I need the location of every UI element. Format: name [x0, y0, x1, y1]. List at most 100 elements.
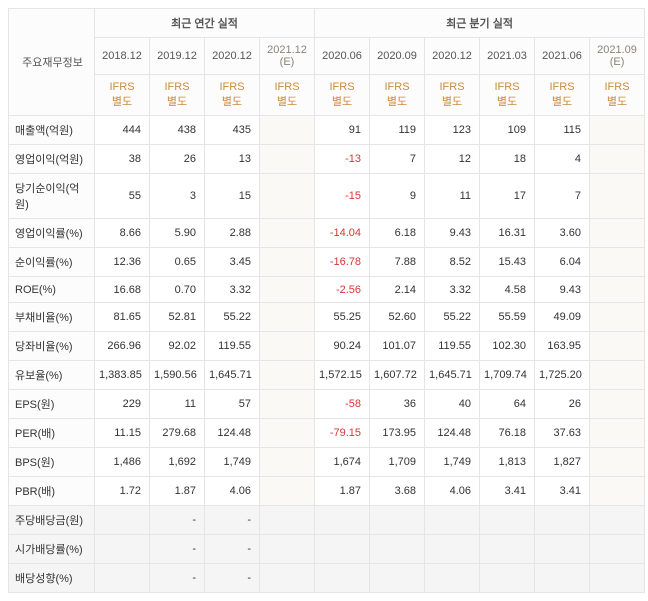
- cell: 1,383.85: [95, 361, 150, 390]
- row-label: PER(배): [9, 419, 95, 448]
- cell: 40: [425, 390, 480, 419]
- period-header: 2019.12: [150, 38, 205, 75]
- cell: 11: [425, 174, 480, 219]
- row-label: EPS(원): [9, 390, 95, 419]
- cell: 1,572.15: [315, 361, 370, 390]
- row-label: BPS(원): [9, 448, 95, 477]
- row-label: 유보율(%): [9, 361, 95, 390]
- cell: [535, 564, 590, 593]
- cell: [260, 535, 315, 564]
- cell: [260, 332, 315, 361]
- cell: 1,813: [480, 448, 535, 477]
- cell: 26: [535, 390, 590, 419]
- cell: 1,709: [370, 448, 425, 477]
- table-row: PBR(배)1.721.874.061.873.684.063.413.41: [9, 477, 645, 506]
- cell: [315, 506, 370, 535]
- row-label: ROE(%): [9, 277, 95, 303]
- cell: [260, 116, 315, 145]
- table-row: ROE(%)16.680.703.32-2.562.143.324.589.43: [9, 277, 645, 303]
- cell: 0.65: [150, 248, 205, 277]
- cell: 1,725.20: [535, 361, 590, 390]
- cell: [260, 390, 315, 419]
- cell: 115: [535, 116, 590, 145]
- table-row: EPS(원)2291157-5836406426: [9, 390, 645, 419]
- cell: 13: [205, 145, 260, 174]
- cell: 7: [535, 174, 590, 219]
- cell: 438: [150, 116, 205, 145]
- cell: 3.45: [205, 248, 260, 277]
- row-label: 배당성향(%): [9, 564, 95, 593]
- cell: 11.15: [95, 419, 150, 448]
- cell: 38: [95, 145, 150, 174]
- ifrs-header: IFRS별도: [260, 75, 315, 116]
- cell: -2.56: [315, 277, 370, 303]
- period-header: 2021.03: [480, 38, 535, 75]
- cell: -: [205, 506, 260, 535]
- ifrs-header: IFRS별도: [205, 75, 260, 116]
- cell: 3.32: [425, 277, 480, 303]
- cell: 9.43: [535, 277, 590, 303]
- metric-header: 주요재무정보: [9, 9, 95, 116]
- cell: 3.41: [535, 477, 590, 506]
- cell: 173.95: [370, 419, 425, 448]
- period-header: 2021.06: [535, 38, 590, 75]
- cell: -: [150, 564, 205, 593]
- cell: 1,692: [150, 448, 205, 477]
- cell: 1.87: [150, 477, 205, 506]
- cell: -13: [315, 145, 370, 174]
- cell: 9: [370, 174, 425, 219]
- ifrs-header: IFRS별도: [150, 75, 205, 116]
- ifrs-header: IFRS별도: [95, 75, 150, 116]
- cell: [590, 535, 645, 564]
- row-label: 주당배당금(원): [9, 506, 95, 535]
- cell: 1,674: [315, 448, 370, 477]
- cell: [95, 564, 150, 593]
- cell: 1.87: [315, 477, 370, 506]
- cell: 92.02: [150, 332, 205, 361]
- cell: 18: [480, 145, 535, 174]
- cell: 37.63: [535, 419, 590, 448]
- cell: 55.25: [315, 303, 370, 332]
- cell: 435: [205, 116, 260, 145]
- cell: -58: [315, 390, 370, 419]
- cell: [590, 248, 645, 277]
- ifrs-header: IFRS별도: [425, 75, 480, 116]
- table-row: 매출액(억원)44443843591119123109115: [9, 116, 645, 145]
- table-row: 시가배당률(%)--: [9, 535, 645, 564]
- cell: [590, 448, 645, 477]
- cell: 3.32: [205, 277, 260, 303]
- cell: -: [205, 564, 260, 593]
- cell: [480, 564, 535, 593]
- ifrs-header: IFRS별도: [535, 75, 590, 116]
- row-label: 매출액(억원): [9, 116, 95, 145]
- cell: -: [150, 506, 205, 535]
- row-label: 부채비율(%): [9, 303, 95, 332]
- cell: [590, 506, 645, 535]
- cell: [590, 303, 645, 332]
- cell: 2.14: [370, 277, 425, 303]
- cell: [260, 477, 315, 506]
- cell: 91: [315, 116, 370, 145]
- financial-table: 주요재무정보 최근 연간 실적 최근 분기 실적 2018.122019.12 2…: [8, 8, 645, 593]
- cell: [590, 332, 645, 361]
- cell: 124.48: [205, 419, 260, 448]
- cell: 1,749: [205, 448, 260, 477]
- cell: 8.66: [95, 219, 150, 248]
- cell: 4.06: [205, 477, 260, 506]
- period-header: 2018.12: [95, 38, 150, 75]
- table-body: 매출액(억원)44443843591119123109115영업이익(억원)38…: [9, 116, 645, 593]
- cell: [590, 390, 645, 419]
- cell: [590, 564, 645, 593]
- annual-header: 최근 연간 실적: [95, 9, 315, 38]
- period-header: 2020.09: [370, 38, 425, 75]
- cell: -15: [315, 174, 370, 219]
- cell: 5.90: [150, 219, 205, 248]
- table-row: 유보율(%)1,383.851,590.561,645.711,572.151,…: [9, 361, 645, 390]
- cell: 11: [150, 390, 205, 419]
- cell: [260, 448, 315, 477]
- table-row: 영업이익률(%)8.665.902.88-14.046.189.4316.313…: [9, 219, 645, 248]
- cell: 1,749: [425, 448, 480, 477]
- period-header: 2020.12: [425, 38, 480, 75]
- cell: -16.78: [315, 248, 370, 277]
- quarterly-header: 최근 분기 실적: [315, 9, 645, 38]
